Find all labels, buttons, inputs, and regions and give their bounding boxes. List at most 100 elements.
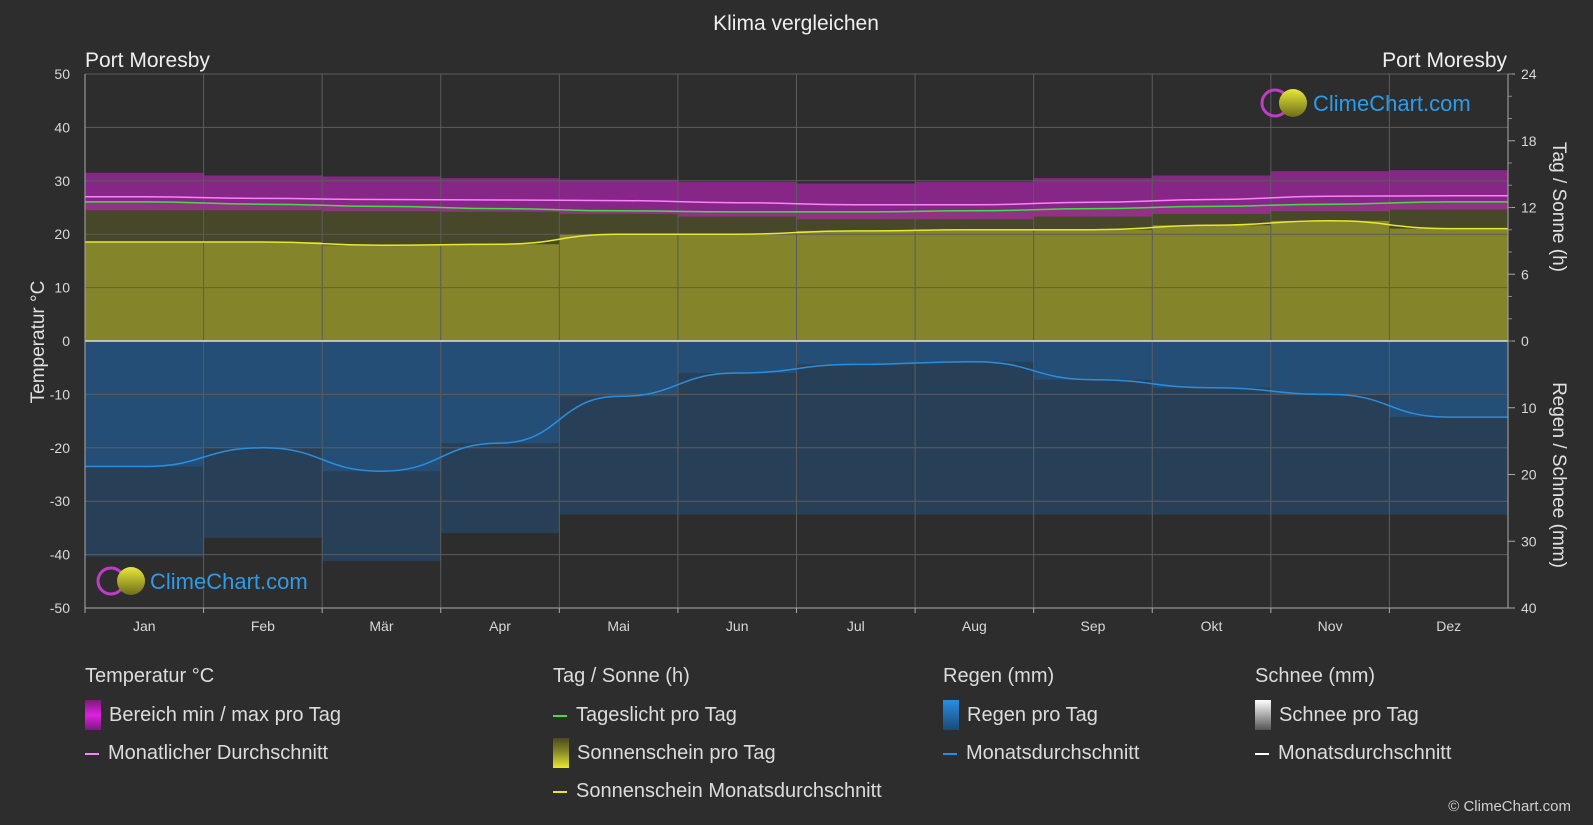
watermark-text: ClimeChart.com [1313, 91, 1471, 116]
y-left-tick-label: 0 [62, 333, 70, 349]
y-axis-right-bottom-label: Regen / Schnee (mm) [1548, 382, 1569, 568]
legend-header-temperature: Temperatur °C [85, 665, 215, 687]
legend-label: Schnee pro Tag [1279, 703, 1419, 726]
y-right-bottom-tick-label: 20 [1521, 467, 1537, 483]
y-left-tick-label: -40 [50, 547, 70, 563]
y-left-tick-label: 40 [54, 119, 70, 135]
y-left-tick-label: -30 [50, 493, 70, 509]
temperature-range-bar [796, 183, 916, 220]
x-tick-label: Dez [1436, 618, 1461, 634]
logo-sun-icon [117, 567, 145, 595]
x-tick-label: Feb [251, 618, 275, 634]
series-lines [84, 195, 1508, 472]
copyright: © ClimeChart.com [1448, 798, 1571, 815]
rain-bar-core [322, 341, 441, 472]
temperature-range-bar [440, 178, 560, 212]
legend-item-sunshine: Sonnenschein pro Tag [553, 738, 776, 768]
rain-bar [1152, 341, 1271, 515]
sunshine-bar [1389, 228, 1508, 341]
rain-bar-core [796, 341, 916, 365]
x-tick-label: Nov [1318, 618, 1343, 634]
temperature-range-group [85, 170, 1508, 220]
sunshine-bar [915, 229, 1034, 341]
grid-lines [84, 73, 1509, 609]
sunshine-bar [322, 245, 441, 341]
legend-label: Monatsdurchschnitt [1278, 742, 1452, 764]
rain-bar-core [85, 341, 204, 467]
y-right-top-tick-label: 18 [1521, 133, 1537, 149]
yellow-gradient-box-icon [553, 738, 569, 768]
rain-bar [85, 341, 204, 557]
temperature-range-bar [677, 181, 797, 217]
legend-item-rain: Regen pro Tag [943, 700, 1098, 730]
rain-bar-core [440, 341, 560, 444]
rain-bar-core [1270, 341, 1390, 395]
y-right-bottom-tick-label: 10 [1521, 400, 1537, 416]
rain-bar [915, 341, 1034, 515]
legend-item-temp-range: Bereich min / max pro Tag [85, 700, 341, 730]
watermark-bottom: ClimeChart.com [96, 566, 308, 596]
blue-gradient-box-icon [943, 700, 959, 730]
temperature-range-bar [85, 172, 204, 211]
blue-line-icon [943, 752, 957, 755]
legend-label: Tageslicht pro Tag [576, 704, 737, 726]
y-axis-left-label: Temperatur °C [28, 281, 49, 404]
rain-bar-core [915, 341, 1034, 362]
legend-label: Bereich min / max pro Tag [109, 703, 341, 726]
y-right-top-tick-label: 6 [1521, 266, 1529, 282]
legend-item-snow: Schnee pro Tag [1255, 700, 1419, 730]
y-axis-right-top-label: Tag / Sonne (h) [1548, 142, 1569, 272]
rain-bar [1270, 341, 1390, 515]
legend-header-rain: Regen (mm) [943, 665, 1055, 687]
axes: 50 40 30 20 10 0 -10 -20 -30 -40 -50 24 18 12 6 0 10 20 30… [50, 66, 1537, 634]
rain-bar [322, 341, 441, 562]
rain-bar [796, 341, 916, 515]
sunshine-area-group [85, 201, 1508, 341]
x-tick-label: Jun [726, 618, 749, 634]
rain-bar [559, 341, 678, 515]
sunshine-bar [796, 230, 916, 341]
rain-bar-core [1033, 341, 1153, 380]
white-line-icon [1255, 752, 1269, 755]
legend-label: Monatsdurchschnitt [966, 742, 1140, 764]
rain-bar [677, 341, 797, 515]
rain-bar-core [677, 341, 797, 374]
temperature-avg-line [84, 195, 1508, 206]
watermark-top: ClimeChart.com [1260, 88, 1471, 118]
x-tick-label: Mär [369, 618, 393, 634]
sunshine-bar [203, 241, 323, 341]
y-left-tick-label: -10 [50, 386, 70, 402]
rain-bar [203, 341, 323, 538]
green-line-icon [553, 714, 567, 717]
sunshine-bar [1033, 229, 1153, 341]
legend-label: Regen pro Tag [967, 703, 1098, 726]
legend-label: Sonnenschein Monatsdurchschnitt [576, 780, 882, 802]
logo-sun-icon [1279, 89, 1307, 117]
x-tick-label: Sep [1080, 618, 1105, 634]
rain-bar-core [1152, 341, 1271, 388]
location-right: Port Moresby [1382, 49, 1507, 72]
legend-label: Monatlicher Durchschnitt [108, 742, 329, 764]
y-left-tick-label: -50 [50, 600, 70, 616]
x-tick-label: Mai [607, 618, 630, 634]
legend-header-sun: Tag / Sonne (h) [553, 665, 690, 687]
y-left-tick-label: -20 [50, 440, 70, 456]
rain-bar [1033, 341, 1153, 515]
x-tick-label: Aug [962, 618, 987, 634]
yellow-line-icon [553, 790, 567, 793]
y-left-tick-label: 20 [54, 226, 70, 242]
temperature-range-bar [1033, 178, 1153, 217]
legend-item-snow-avg: Monatsdurchschnitt [1255, 742, 1451, 765]
legend-item-rain-avg: Monatsdurchschnitt [943, 742, 1139, 765]
temperature-range-bar [1389, 170, 1508, 210]
y-right-bottom-tick-label: 40 [1521, 600, 1537, 616]
legend-label: Sonnenschein pro Tag [577, 741, 776, 764]
daylight-line [85, 201, 1508, 213]
rain-bar-core [559, 341, 678, 397]
temperature-range-bar [559, 179, 678, 214]
watermark-text: ClimeChart.com [150, 569, 308, 594]
rain-bar [1389, 341, 1508, 515]
legend-item-temp-avg: Monatlicher Durchschnitt [85, 742, 328, 765]
x-tick-label: Jan [133, 618, 156, 634]
